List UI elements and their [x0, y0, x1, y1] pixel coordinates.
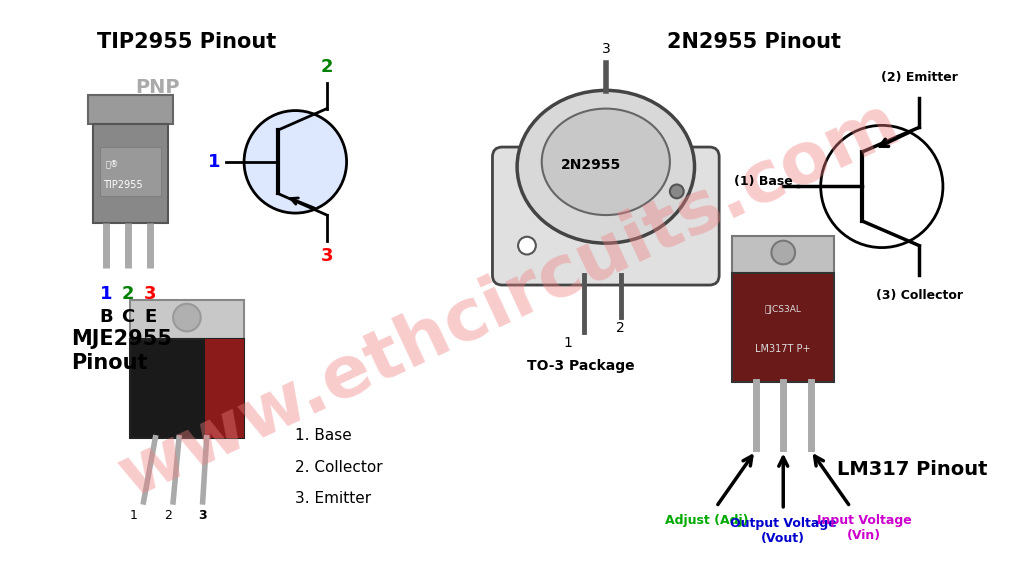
Text: 3: 3	[601, 43, 610, 56]
Text: 2N2955 Pinout: 2N2955 Pinout	[667, 32, 841, 52]
Text: 2: 2	[164, 509, 172, 522]
Text: Input Voltage
(Vin): Input Voltage (Vin)	[817, 514, 911, 541]
Text: LM317T P+: LM317T P+	[756, 344, 811, 354]
Polygon shape	[130, 300, 244, 339]
Text: 2N2955: 2N2955	[561, 158, 622, 172]
Polygon shape	[732, 236, 835, 273]
Text: B: B	[99, 308, 113, 325]
Polygon shape	[205, 339, 244, 438]
Text: 2: 2	[321, 58, 333, 76]
Text: TIP2955: TIP2955	[103, 180, 142, 190]
Text: 1: 1	[564, 336, 572, 350]
Circle shape	[173, 304, 201, 331]
Circle shape	[518, 237, 536, 255]
Text: www.ethcircuits.com: www.ethcircuits.com	[108, 88, 910, 511]
Text: ⓃJCS3AL: ⓃJCS3AL	[765, 305, 802, 314]
Circle shape	[244, 111, 346, 213]
Text: 2: 2	[616, 320, 625, 335]
Circle shape	[771, 241, 795, 264]
Bar	[88, 95, 173, 124]
Circle shape	[670, 184, 684, 198]
Text: (2) Emitter: (2) Emitter	[881, 71, 957, 84]
Text: 1: 1	[130, 509, 137, 522]
Text: (3) Collector: (3) Collector	[876, 289, 963, 302]
Text: 2: 2	[122, 285, 134, 303]
Circle shape	[820, 126, 943, 248]
Text: C: C	[121, 308, 134, 325]
Ellipse shape	[517, 90, 694, 243]
Text: Ⓢ®: Ⓢ®	[106, 160, 120, 169]
Text: E: E	[144, 308, 157, 325]
Bar	[93, 124, 168, 223]
FancyBboxPatch shape	[493, 147, 719, 285]
Polygon shape	[130, 339, 244, 438]
Text: LM317 Pinout: LM317 Pinout	[838, 460, 988, 479]
Polygon shape	[732, 273, 835, 382]
Text: 2. Collector: 2. Collector	[295, 460, 383, 475]
Text: TO-3 Package: TO-3 Package	[527, 359, 635, 373]
Text: 3. Emitter: 3. Emitter	[295, 491, 372, 506]
Ellipse shape	[542, 109, 670, 215]
Text: PNP: PNP	[135, 78, 179, 97]
Text: 3: 3	[199, 509, 207, 522]
Text: 3: 3	[321, 248, 333, 266]
Text: 1: 1	[99, 285, 113, 303]
Text: 3: 3	[144, 285, 157, 303]
Text: Output Voltage
(Vout): Output Voltage (Vout)	[730, 517, 837, 545]
Text: 1: 1	[208, 153, 221, 171]
Text: 1. Base: 1. Base	[295, 428, 352, 443]
Text: TIP2955 Pinout: TIP2955 Pinout	[97, 32, 276, 52]
Text: MJE2955
Pinout: MJE2955 Pinout	[72, 329, 173, 373]
Bar	[100, 147, 161, 196]
Text: Adjust (Adj): Adjust (Adj)	[665, 514, 749, 526]
Text: (1) Base: (1) Base	[734, 175, 794, 188]
